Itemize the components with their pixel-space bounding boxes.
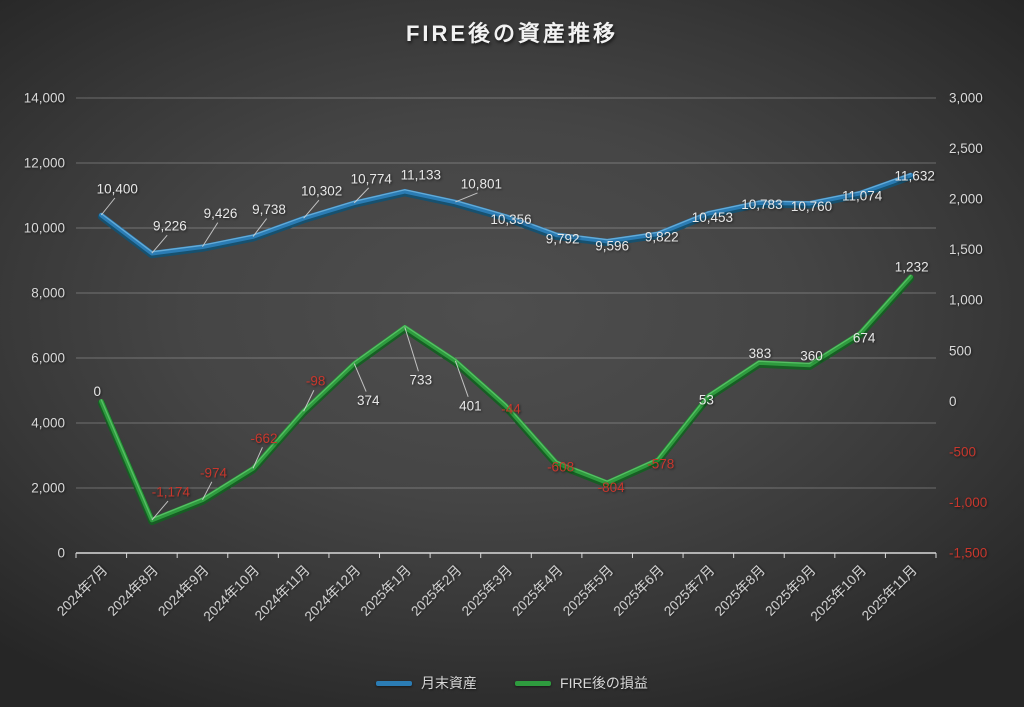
svg-text:2025年1月: 2025年1月 xyxy=(358,563,414,619)
svg-text:1,232: 1,232 xyxy=(895,259,929,274)
svg-text:14,000: 14,000 xyxy=(24,91,65,106)
svg-text:10,000: 10,000 xyxy=(24,221,65,236)
svg-text:9,596: 9,596 xyxy=(595,239,629,254)
svg-text:0: 0 xyxy=(949,394,957,409)
legend-swatch-blue-line xyxy=(376,680,413,686)
svg-text:2025年8月: 2025年8月 xyxy=(712,563,768,619)
svg-text:2025年4月: 2025年4月 xyxy=(509,563,565,619)
legend-item-assets: 月末資産 xyxy=(376,673,477,693)
svg-text:12,000: 12,000 xyxy=(24,156,65,171)
svg-text:0: 0 xyxy=(57,546,65,561)
svg-text:2,500: 2,500 xyxy=(949,141,983,156)
svg-text:2,000: 2,000 xyxy=(31,481,65,496)
legend-item-profit: FIRE後の損益 xyxy=(515,673,648,693)
category-labels: 2024年7月2024年8月2024年9月2024年10月2024年11月202… xyxy=(54,563,920,625)
svg-text:-974: -974 xyxy=(200,465,228,480)
svg-text:383: 383 xyxy=(749,346,772,361)
svg-text:11,632: 11,632 xyxy=(895,168,935,183)
chart-title: FIRE後の資産推移 xyxy=(405,21,619,46)
svg-text:374: 374 xyxy=(357,393,380,408)
svg-text:1,500: 1,500 xyxy=(949,242,983,257)
svg-text:11,074: 11,074 xyxy=(842,189,883,204)
svg-text:500: 500 xyxy=(949,343,972,358)
svg-text:-44: -44 xyxy=(501,401,521,416)
svg-text:2025年6月: 2025年6月 xyxy=(611,563,667,619)
svg-text:9,792: 9,792 xyxy=(546,231,580,246)
legend-swatch-green-line xyxy=(515,680,552,686)
right-axis-labels: -1,500 -1,000 -500 0 500 1,000 1,500 2,000 2,500… xyxy=(949,91,987,561)
svg-text:2025年3月: 2025年3月 xyxy=(459,563,515,619)
svg-text:360: 360 xyxy=(800,348,823,363)
left-axis-labels: 0 2,000 4,000 6,000 8,000 10,000 12,000 14,000 xyxy=(24,91,65,561)
svg-text:-608: -608 xyxy=(547,459,574,474)
legend-label-assets: 月末資産 xyxy=(421,675,478,691)
series-line-0 xyxy=(97,172,915,259)
svg-text:10,356: 10,356 xyxy=(490,212,531,227)
svg-text:9,226: 9,226 xyxy=(153,219,187,234)
svg-text:10,453: 10,453 xyxy=(692,210,733,225)
svg-text:11,133: 11,133 xyxy=(401,168,441,183)
svg-text:-578: -578 xyxy=(647,456,674,471)
svg-text:-500: -500 xyxy=(949,444,976,459)
svg-text:8,000: 8,000 xyxy=(31,286,65,301)
series-data-labels-0: 10,400 9,226 9,426 9,738 10,302 10,774 11,133 1… xyxy=(97,168,935,254)
svg-text:2024年8月: 2024年8月 xyxy=(105,563,161,619)
legend: 月末資産 FIRE後の損益 xyxy=(0,673,1024,693)
svg-text:53: 53 xyxy=(699,392,714,407)
gridlines xyxy=(76,97,936,489)
svg-text:-98: -98 xyxy=(306,374,326,389)
svg-text:0: 0 xyxy=(94,384,102,399)
svg-text:10,801: 10,801 xyxy=(461,176,502,191)
svg-text:6,000: 6,000 xyxy=(31,351,65,366)
svg-text:10,760: 10,760 xyxy=(791,199,832,214)
svg-text:1,000: 1,000 xyxy=(949,293,983,308)
series-line-1 xyxy=(97,274,915,526)
svg-text:9,426: 9,426 xyxy=(204,206,238,221)
svg-text:9,822: 9,822 xyxy=(645,229,679,244)
svg-text:674: 674 xyxy=(853,331,876,346)
svg-text:401: 401 xyxy=(459,398,482,413)
svg-text:-1,000: -1,000 xyxy=(949,495,987,510)
legend-label-profit: FIRE後の損益 xyxy=(560,675,648,691)
series-data-labels-1: 0 -1,174 -974 -662 -98 374 733 401 -44 -608 -804 -5… xyxy=(94,259,929,521)
svg-text:10,783: 10,783 xyxy=(741,197,782,212)
svg-text:10,302: 10,302 xyxy=(301,184,342,199)
svg-text:-1,500: -1,500 xyxy=(949,546,987,561)
svg-text:733: 733 xyxy=(410,373,433,388)
svg-text:2025年7月: 2025年7月 xyxy=(661,563,717,619)
svg-text:-804: -804 xyxy=(598,480,626,495)
svg-text:9,738: 9,738 xyxy=(252,202,286,217)
svg-text:2,000: 2,000 xyxy=(949,192,983,207)
svg-text:3,000: 3,000 xyxy=(949,91,983,106)
svg-text:2025年5月: 2025年5月 xyxy=(560,563,616,619)
x-axis xyxy=(75,552,937,558)
svg-text:2024年7月: 2024年7月 xyxy=(54,563,110,619)
svg-text:10,774: 10,774 xyxy=(351,171,393,186)
svg-text:-662: -662 xyxy=(251,431,278,446)
svg-text:2025年2月: 2025年2月 xyxy=(408,563,464,619)
svg-text:4,000: 4,000 xyxy=(31,416,65,431)
svg-text:2025年11月: 2025年11月 xyxy=(859,563,920,624)
svg-text:10,400: 10,400 xyxy=(97,182,138,197)
svg-text:-1,174: -1,174 xyxy=(152,485,191,500)
